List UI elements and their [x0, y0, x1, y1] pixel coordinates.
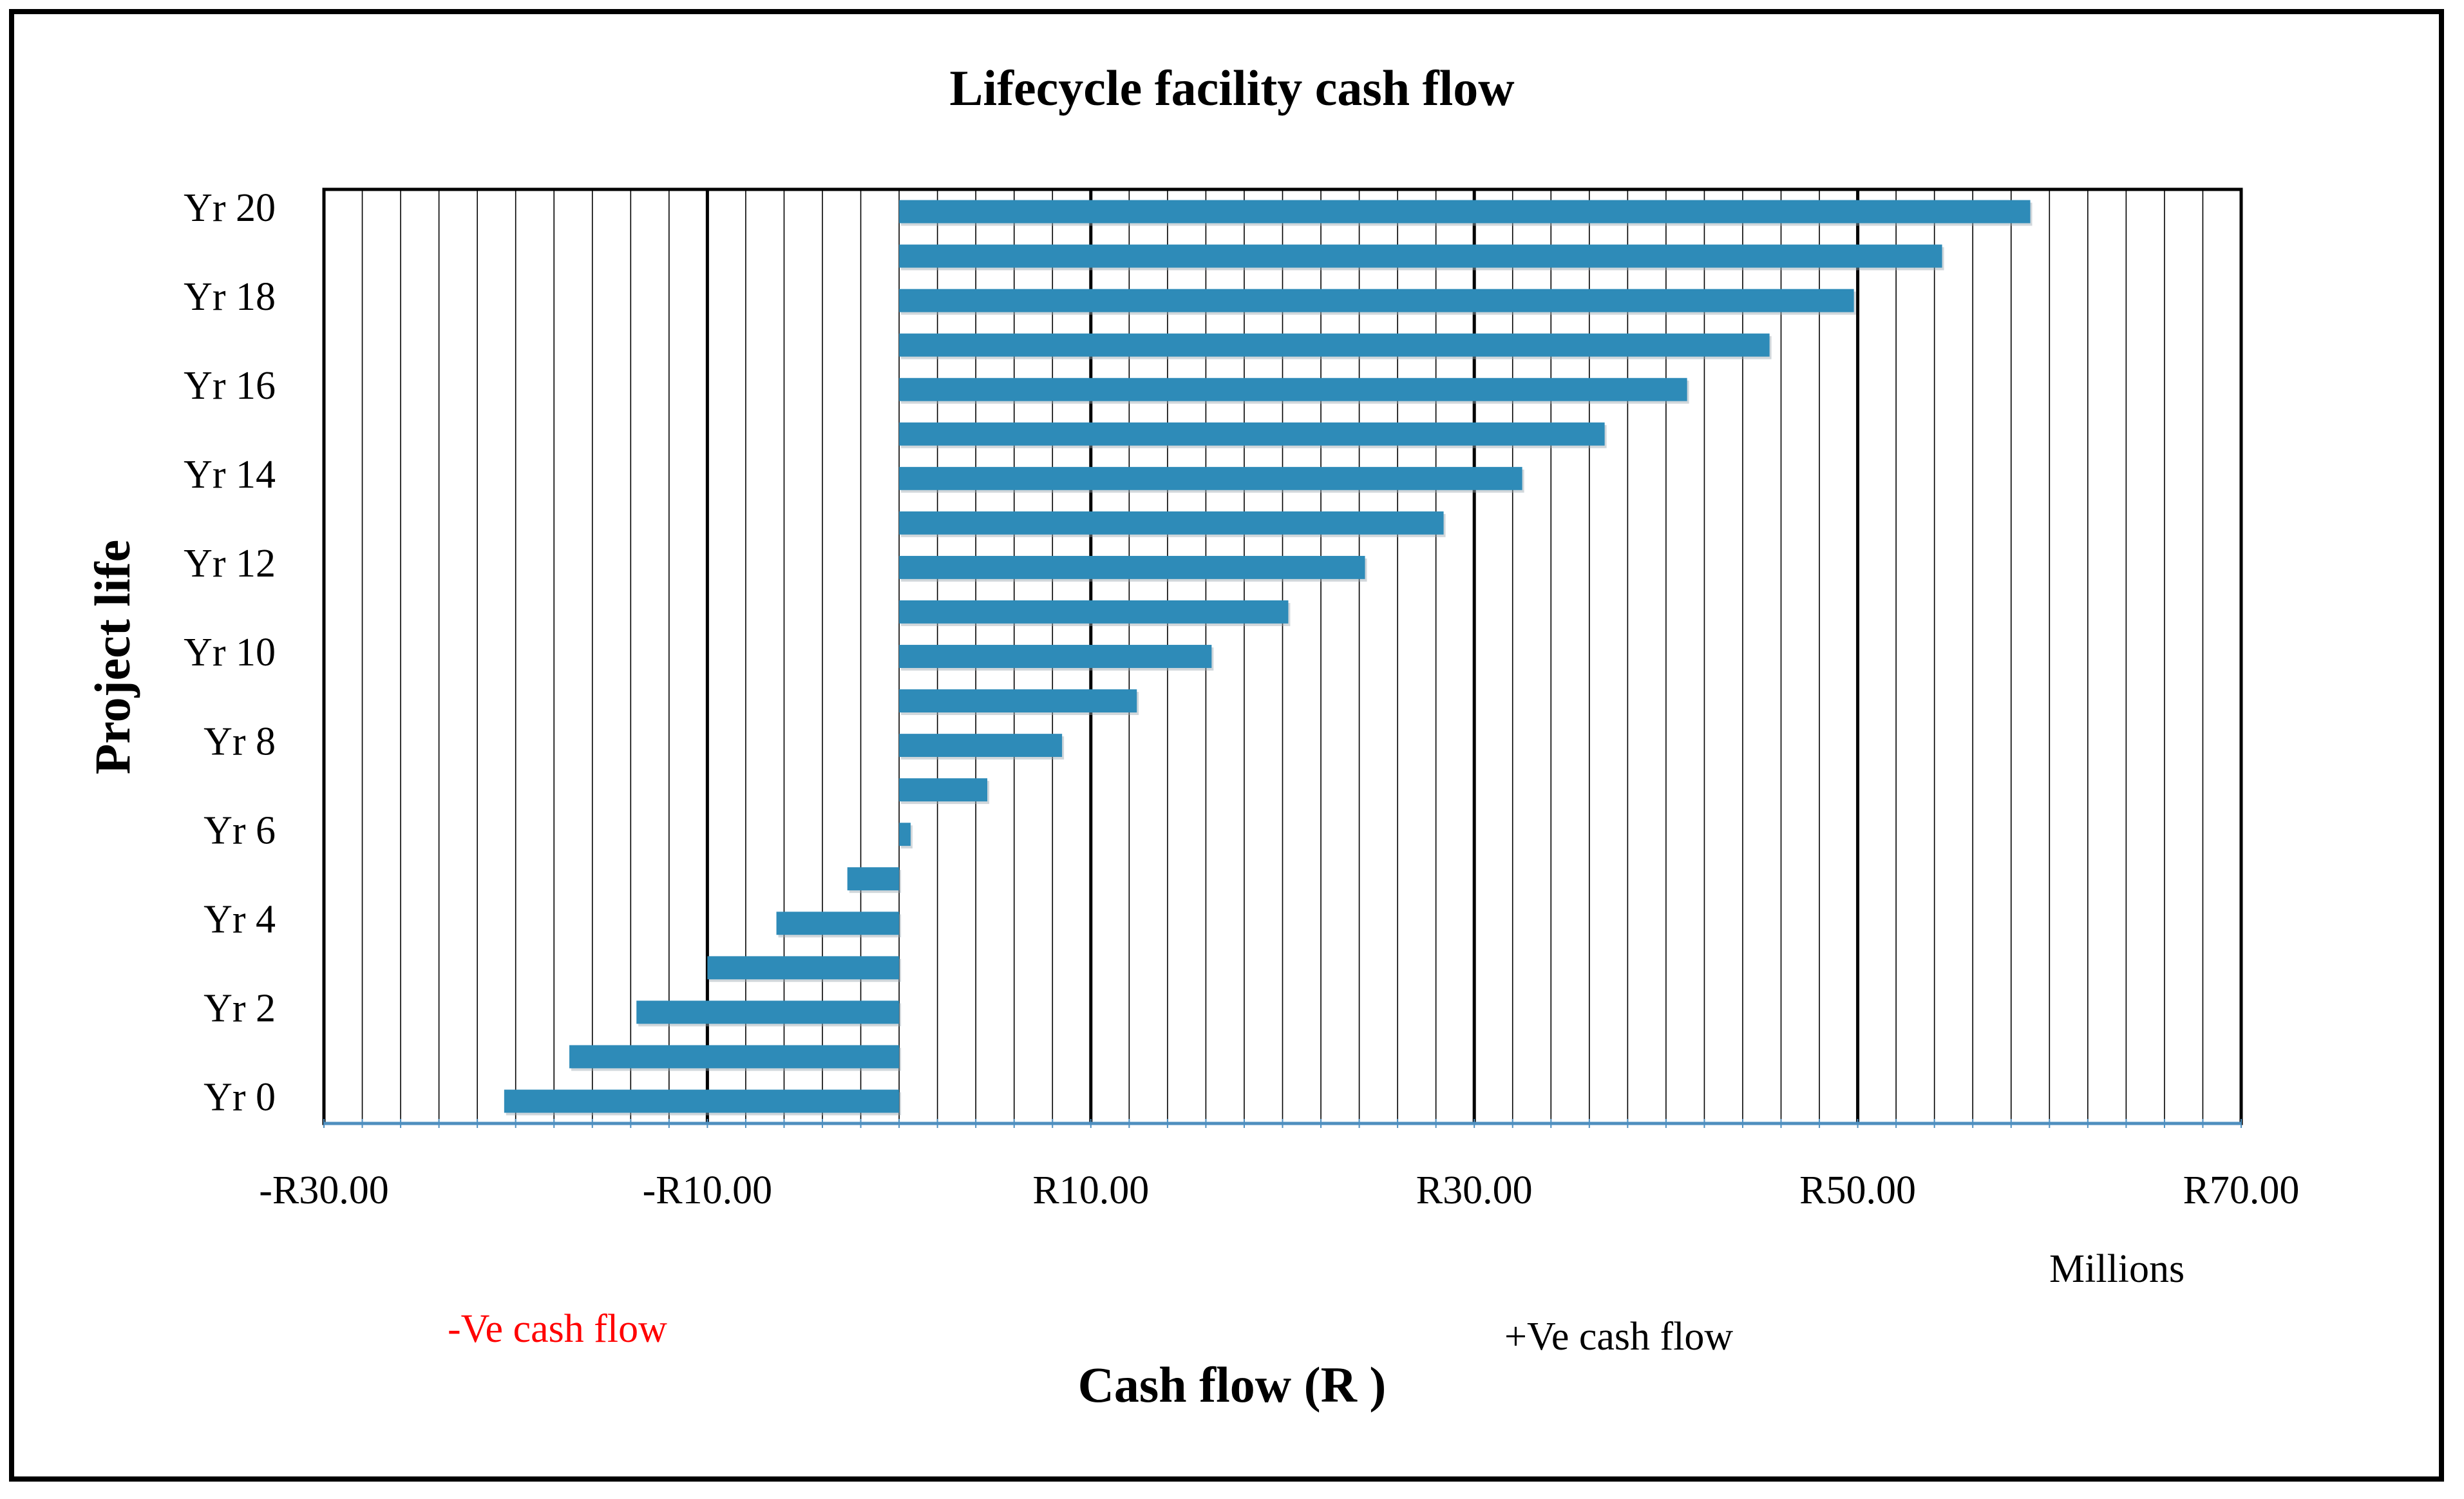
y-tick-label: Yr 20	[184, 186, 276, 230]
x-tick-label: -R30.00	[259, 1169, 389, 1212]
bar-yr-7	[899, 778, 988, 802]
bar-yr-2	[636, 1000, 900, 1024]
x-tick-label: -R10.00	[643, 1169, 773, 1212]
y-tick-label: Yr 4	[204, 898, 276, 942]
bar-yr-19	[899, 244, 1942, 268]
bar-yr-12	[899, 555, 1365, 579]
bar-yr-18	[899, 289, 1854, 312]
y-tick-label: Yr 16	[184, 364, 276, 408]
bar-yr-10	[899, 645, 1212, 668]
bar-yr-15	[899, 422, 1605, 446]
positive-cashflow-note: +Ve cash flow	[1504, 1315, 1734, 1359]
bar-yr-5	[847, 867, 900, 891]
x-units-label: Millions	[2049, 1247, 2185, 1291]
bar-yr-3	[707, 956, 900, 980]
y-tick-label: Yr 2	[204, 987, 276, 1031]
bar-yr-17	[899, 333, 1770, 357]
x-tick-labels: -R30.00 -R10.00 R10.00 R30.00 R50.00 R70.00	[259, 1169, 2299, 1212]
y-tick-label: Yr 14	[184, 453, 276, 497]
bar-yr-9	[899, 689, 1137, 712]
y-tick-label: Yr 18	[184, 275, 276, 319]
x-tick-label: R10.00	[1032, 1169, 1149, 1212]
y-tick-label: Yr 10	[184, 631, 276, 674]
y-tick-label: Yr 12	[184, 542, 276, 586]
y-tick-label: Yr 8	[204, 720, 276, 763]
y-tick-labels: Yr 0 Yr 2 Yr 4 Yr 6 Yr 8 Yr 10 Yr 12 Yr 14 Yr 16…	[184, 186, 276, 1120]
bar-yr-8	[899, 734, 1063, 758]
y-tick-label: Yr 6	[204, 808, 276, 852]
x-axis-label: Cash flow (R )	[1077, 1357, 1387, 1413]
bar-yr-16	[899, 377, 1687, 401]
bar-yr-1	[569, 1045, 900, 1069]
bar-yr-11	[899, 600, 1289, 624]
bar-yr-13	[899, 511, 1444, 535]
bar-yr-20	[899, 200, 2031, 224]
axes	[322, 187, 2243, 1128]
y-axis-label: Project life	[84, 539, 140, 775]
gridlines	[322, 189, 2243, 1123]
bar-yr-14	[899, 466, 1522, 490]
x-tick-label: R30.00	[1416, 1169, 1533, 1212]
bars	[504, 200, 2033, 1116]
y-tick-label: Yr 0	[204, 1076, 276, 1120]
x-tick-label: R70.00	[2183, 1169, 2300, 1212]
bar-yr-0	[504, 1089, 900, 1113]
x-tick-label: R50.00	[1799, 1169, 1916, 1212]
chart-title: Lifecycle facility cash flow	[949, 60, 1515, 116]
negative-cashflow-note: -Ve cash flow	[448, 1307, 667, 1351]
bar-yr-4	[776, 912, 900, 935]
bar-yr-6	[899, 823, 911, 846]
